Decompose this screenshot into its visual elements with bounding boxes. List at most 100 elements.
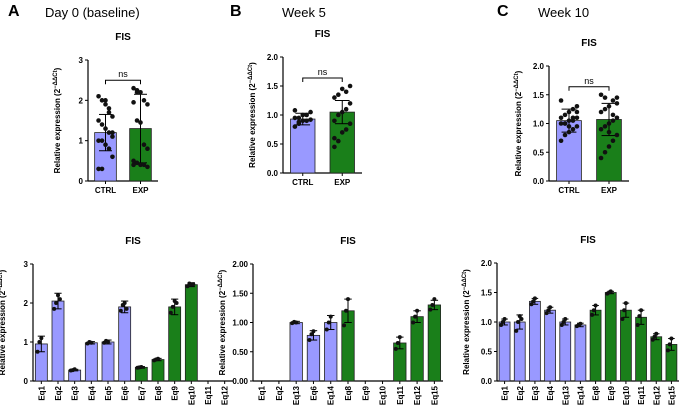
data-point (103, 98, 108, 103)
panel-label: B (230, 3, 242, 20)
data-point (311, 329, 316, 334)
data-point (99, 98, 105, 103)
data-point (574, 115, 580, 121)
data-point (296, 119, 302, 125)
data-point (106, 110, 112, 115)
data-point (134, 160, 140, 166)
data-point (324, 327, 329, 332)
data-point (332, 95, 337, 100)
chart-title: FIS (315, 29, 331, 40)
data-point (346, 297, 350, 302)
y-axis-label-exponent: −ΔΔCt (462, 272, 468, 290)
data-point (610, 118, 616, 123)
x-tick-label: CTRL (292, 178, 313, 187)
y-axis-label-exponent: −ΔΔCt (514, 73, 520, 91)
data-point (531, 299, 536, 304)
panel-subtitle: Week 5 (282, 5, 326, 20)
data-point (502, 317, 507, 322)
data-point (106, 130, 112, 135)
y-tick-label: 3 (24, 260, 29, 269)
data-point (614, 95, 620, 100)
y-axis-label: Relative expression (2−ΔΔCt) (462, 269, 471, 375)
data-point (566, 129, 572, 135)
x-tick-label: Eq1 (258, 385, 267, 400)
y-tick-label: 1.00 (232, 319, 248, 328)
x-tick-label: Eq8 (344, 385, 353, 400)
data-point (343, 89, 349, 95)
y-tick-label: 0.00 (232, 377, 248, 386)
data-point (650, 337, 655, 342)
data-point (608, 289, 613, 294)
data-point (309, 332, 314, 337)
data-point (339, 130, 345, 135)
data-point (566, 124, 572, 129)
x-tick-label: Eq11 (396, 385, 405, 404)
significance-label: ns (318, 67, 328, 77)
data-point (145, 164, 150, 170)
data-point (307, 338, 312, 343)
data-point (570, 126, 576, 132)
data-point (563, 317, 568, 322)
data-point (546, 308, 551, 313)
data-point (332, 144, 337, 150)
data-point (667, 342, 672, 347)
data-point (141, 142, 147, 147)
bar (574, 324, 587, 382)
bar (84, 342, 98, 382)
y-axis-label-text: Relative expression (2 (462, 290, 471, 375)
data-point (110, 154, 115, 160)
data-point (635, 322, 640, 327)
data-point (562, 112, 568, 118)
data-point (570, 115, 576, 121)
data-point (602, 95, 608, 100)
y-tick-label: 1.0 (481, 318, 493, 327)
data-point (561, 320, 566, 324)
data-point (602, 106, 608, 112)
bar (544, 309, 556, 382)
data-point (336, 138, 341, 144)
bar (427, 304, 441, 382)
y-tick-label: 0 (24, 377, 29, 386)
data-point (344, 308, 349, 313)
data-point (56, 293, 60, 298)
data-point (614, 132, 620, 138)
data-point (106, 106, 112, 111)
y-tick-label: 0.5 (533, 148, 545, 157)
data-point (292, 115, 298, 121)
data-point (397, 335, 402, 340)
y-tick-label: 1.0 (267, 111, 279, 120)
panel-subtitle: Week 10 (538, 5, 589, 20)
data-point (623, 301, 628, 306)
data-point (578, 321, 583, 326)
data-point (96, 138, 101, 143)
data-point (614, 101, 620, 106)
x-tick-label: Eq14 (327, 385, 336, 405)
data-point (131, 158, 136, 164)
bar (184, 284, 198, 382)
data-point (559, 322, 564, 327)
data-point (89, 340, 94, 345)
y-axis-label-exponent: −ΔΔCt (218, 272, 224, 290)
data-point (499, 322, 504, 327)
data-point (118, 308, 123, 313)
y-axis-label: Relative expression (2−ΔΔCt) (514, 70, 523, 176)
x-tick-label: Eq2 (275, 385, 284, 400)
panel-label: C (497, 3, 509, 20)
data-point (614, 115, 620, 121)
y-tick-label: 0.0 (267, 169, 279, 178)
y-tick-label: 2.0 (267, 53, 279, 62)
x-tick-label: Eq1 (37, 385, 46, 400)
data-point (574, 109, 580, 115)
data-point (110, 134, 115, 139)
data-point (598, 126, 604, 132)
data-point (52, 306, 57, 311)
x-tick-label: Eq4 (87, 385, 96, 400)
x-tick-label: Eq3 (71, 385, 80, 400)
data-point (665, 348, 670, 353)
y-tick-label: 1.50 (232, 289, 248, 298)
data-point (652, 334, 657, 339)
bar (51, 300, 65, 382)
data-point (610, 98, 616, 103)
bar (604, 292, 617, 382)
y-axis-label-close: ) (218, 269, 227, 272)
